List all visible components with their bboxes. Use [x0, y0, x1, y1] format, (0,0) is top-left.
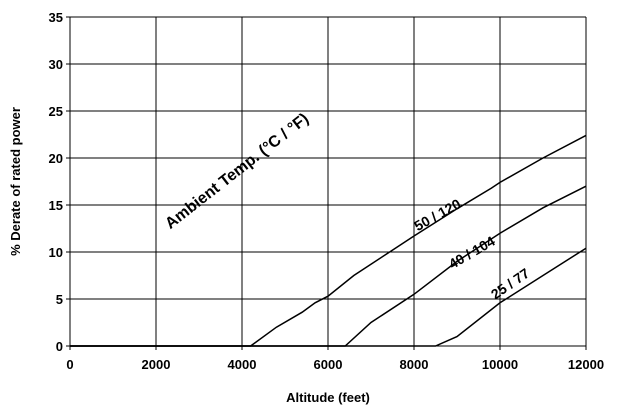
- y-axis-title: % Derate of rated power: [8, 107, 23, 256]
- x-tick-label: 8000: [400, 357, 429, 372]
- series-lines: [70, 134, 587, 347]
- y-tick-label: 25: [49, 104, 63, 119]
- x-tick-label: 0: [66, 357, 73, 372]
- y-tick-label: 0: [56, 339, 63, 354]
- y-tick-label: 10: [49, 245, 63, 260]
- y-tick-label: 20: [49, 151, 63, 166]
- y-tick-label: 15: [49, 198, 63, 213]
- x-tick-label: 4000: [228, 357, 257, 372]
- ambient-temp-annotation: Ambient Temp. (°C / °F): [162, 110, 312, 232]
- grid: [66, 16, 587, 350]
- series-line: [70, 185, 587, 347]
- x-tick-label: 6000: [314, 357, 343, 372]
- series-line: [70, 247, 587, 347]
- x-tick-label: 12000: [568, 357, 604, 372]
- y-tick-label: 30: [49, 57, 63, 72]
- x-axis-title: Altitude (feet): [286, 390, 370, 405]
- series-line: [70, 134, 587, 347]
- y-tick-label: 5: [56, 292, 63, 307]
- y-tick-label: 35: [49, 10, 63, 25]
- series-label: 50 / 120: [411, 195, 463, 234]
- x-tick-label: 10000: [482, 357, 518, 372]
- x-tick-label: 2000: [142, 357, 171, 372]
- tick-labels: 0 2000 4000 6000 8000 10000 12000 0 5 10 15 20 25 30 3…: [49, 10, 605, 372]
